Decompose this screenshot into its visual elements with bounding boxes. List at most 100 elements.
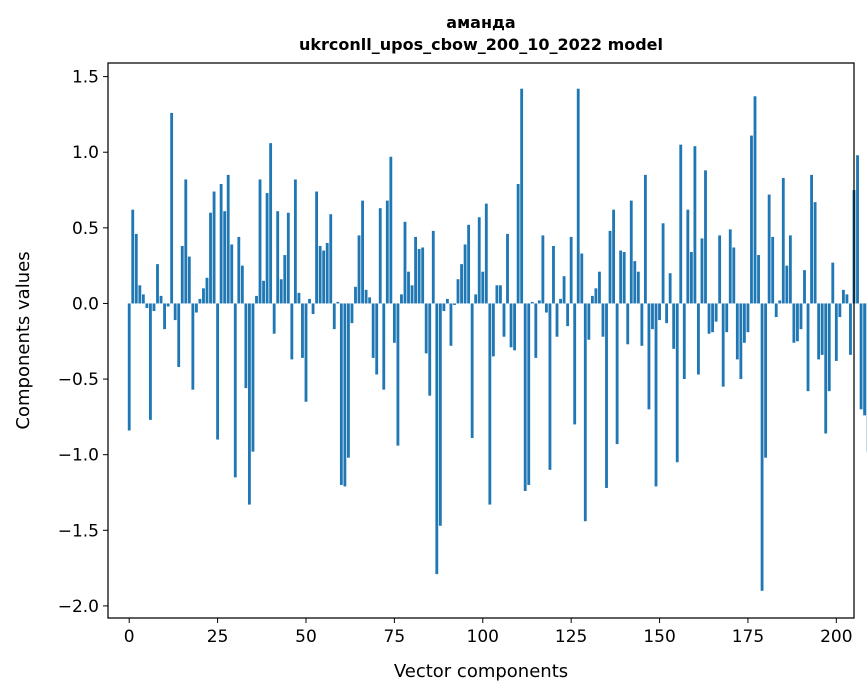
bar <box>237 236 241 304</box>
bar <box>453 303 456 305</box>
bar <box>474 294 478 304</box>
bar <box>704 170 707 304</box>
bar <box>817 303 821 360</box>
bar <box>400 294 403 304</box>
bar <box>244 303 248 389</box>
x-tick-label: 0 <box>124 627 135 647</box>
bar <box>325 242 329 304</box>
bar <box>311 303 315 315</box>
bar <box>488 303 492 505</box>
bar <box>248 303 251 505</box>
bar <box>633 261 637 304</box>
bar <box>742 303 746 343</box>
bar <box>297 292 301 304</box>
bar <box>481 271 485 304</box>
bar <box>470 303 474 439</box>
bar <box>502 303 506 337</box>
bar <box>431 230 435 304</box>
bar <box>212 191 216 304</box>
bar <box>583 303 587 522</box>
bar <box>544 303 548 313</box>
bar <box>601 303 605 337</box>
bar <box>442 303 446 312</box>
bar <box>520 88 524 304</box>
bar <box>693 146 697 304</box>
bar <box>537 300 541 304</box>
bar <box>516 183 520 304</box>
bar <box>530 301 534 304</box>
bar <box>304 303 308 402</box>
bar <box>233 303 237 478</box>
bar <box>767 194 771 304</box>
bar <box>834 303 838 361</box>
bar <box>594 288 598 304</box>
bar <box>640 303 644 346</box>
bar <box>339 303 343 485</box>
bar <box>361 200 364 304</box>
bar <box>831 262 835 304</box>
bar <box>191 303 195 390</box>
bar <box>315 191 319 304</box>
y-tick-label: −0.5 <box>58 370 99 390</box>
bar <box>661 223 665 304</box>
bar <box>163 303 166 330</box>
chart-title-line1: аманда <box>446 13 515 32</box>
bar <box>209 212 212 304</box>
bar <box>576 88 580 304</box>
bar <box>513 303 516 351</box>
bar <box>173 303 177 321</box>
bar <box>159 295 163 304</box>
bar <box>283 255 287 304</box>
bar <box>534 303 538 358</box>
bar <box>559 298 562 304</box>
bar <box>785 265 789 304</box>
bar <box>329 214 333 304</box>
bar <box>293 179 297 304</box>
bar <box>499 285 502 304</box>
bar <box>392 303 396 343</box>
y-tick-label: 0.5 <box>72 219 99 239</box>
bar <box>131 209 135 304</box>
bar <box>290 303 294 360</box>
bar <box>746 303 750 333</box>
bar <box>700 238 704 304</box>
bar <box>636 271 640 304</box>
bar <box>707 303 711 334</box>
bar <box>580 253 584 304</box>
x-tick-label: 150 <box>643 627 675 647</box>
bar <box>382 303 386 390</box>
bar <box>629 200 633 304</box>
plot-frame <box>107 62 855 619</box>
x-axis-label: Vector components <box>394 661 568 682</box>
bar <box>308 298 311 304</box>
x-tick-label: 200 <box>820 627 852 647</box>
bar <box>318 245 322 304</box>
bar <box>332 303 336 330</box>
bar <box>368 297 372 304</box>
bar <box>562 276 566 304</box>
bar <box>460 264 463 304</box>
bar <box>279 279 283 304</box>
bar <box>219 183 223 304</box>
bar <box>714 303 718 322</box>
bar <box>668 273 672 304</box>
bar <box>375 303 379 375</box>
bar <box>682 303 686 380</box>
y-tick-label: 1.5 <box>72 68 99 88</box>
bar <box>760 303 764 591</box>
y-axis: −2.0 −1.5 −1.0 −0.5 0.0 0.5 1.0 1.5 <box>58 68 108 617</box>
bar <box>184 179 188 304</box>
bar <box>336 301 340 304</box>
bar <box>194 303 198 313</box>
bar <box>622 252 626 304</box>
bar <box>286 212 290 304</box>
bar <box>718 235 722 304</box>
x-tick-label: 175 <box>732 627 764 647</box>
bar <box>590 295 594 304</box>
bar <box>180 245 184 304</box>
bar <box>421 247 425 304</box>
bar <box>732 247 736 304</box>
bar <box>205 277 209 304</box>
bar <box>417 249 421 304</box>
bar <box>863 303 867 416</box>
